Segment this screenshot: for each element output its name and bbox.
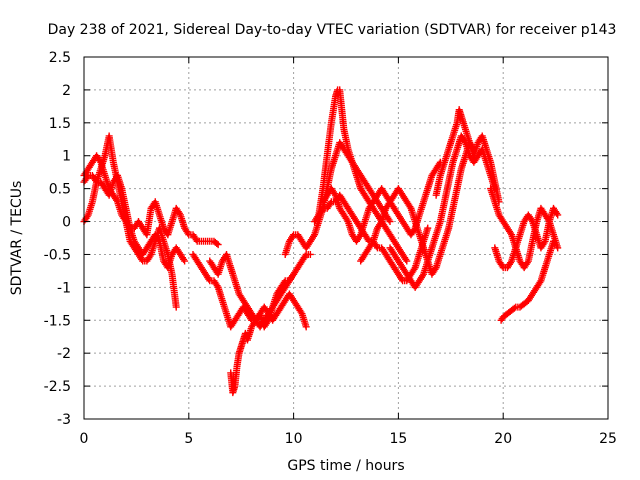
y-tick-label: -2 xyxy=(57,346,71,362)
data-point xyxy=(213,239,221,247)
data-point xyxy=(510,304,518,312)
y-tick-label: 0.5 xyxy=(49,182,71,198)
series-track-3 xyxy=(80,171,189,272)
x-tick-label: 20 xyxy=(494,431,512,447)
data-point xyxy=(386,218,394,226)
y-tick-label: 0 xyxy=(62,215,71,231)
plot-frame xyxy=(83,56,609,420)
data-point xyxy=(290,270,298,278)
y-tick-label: 1.5 xyxy=(49,116,71,132)
chart-title: Day 238 of 2021, Sidereal Day-to-day VTE… xyxy=(48,22,617,38)
series-track-15 xyxy=(491,204,562,272)
data-point xyxy=(214,241,222,249)
data-point xyxy=(181,257,189,265)
y-tick-label: 1 xyxy=(62,149,71,165)
series-track-7 xyxy=(281,139,394,258)
y-tick-label: 2.5 xyxy=(49,50,71,66)
data-series xyxy=(80,86,562,397)
series-track-6 xyxy=(227,270,298,397)
y-axis-label: SDTVAR / TECUs xyxy=(9,181,25,296)
series-track-16 xyxy=(497,237,558,324)
axes: 0 5 10 15 20 25 -3 -2.5 -2 -1.5 -1 -0.5 0 0.5 1 1.5 2 2.5 xyxy=(44,50,617,447)
data-point xyxy=(302,323,310,331)
data-point xyxy=(554,244,562,252)
y-tick-label: -0.5 xyxy=(44,247,71,263)
x-tick-label: 15 xyxy=(389,431,407,447)
y-tick-label: -3 xyxy=(57,412,71,428)
data-point xyxy=(424,224,432,232)
x-tick-label: 5 xyxy=(184,431,193,447)
series-track-12 xyxy=(386,132,499,291)
x-tick-label: 0 xyxy=(80,431,89,447)
x-tick-label: 10 xyxy=(285,431,303,447)
y-tick-label: -2.5 xyxy=(44,379,71,395)
data-point xyxy=(550,237,558,245)
data-point xyxy=(554,211,562,219)
series-track-13 xyxy=(432,106,503,206)
data-point xyxy=(172,303,180,311)
y-tick-label: -1.5 xyxy=(44,313,71,329)
data-point xyxy=(306,250,314,258)
y-tick-label: 2 xyxy=(62,83,71,99)
y-tick-label: -1 xyxy=(57,280,71,296)
x-tick-label: 25 xyxy=(599,431,617,447)
x-axis-label: GPS time / hours xyxy=(287,458,404,474)
data-point xyxy=(403,257,411,265)
